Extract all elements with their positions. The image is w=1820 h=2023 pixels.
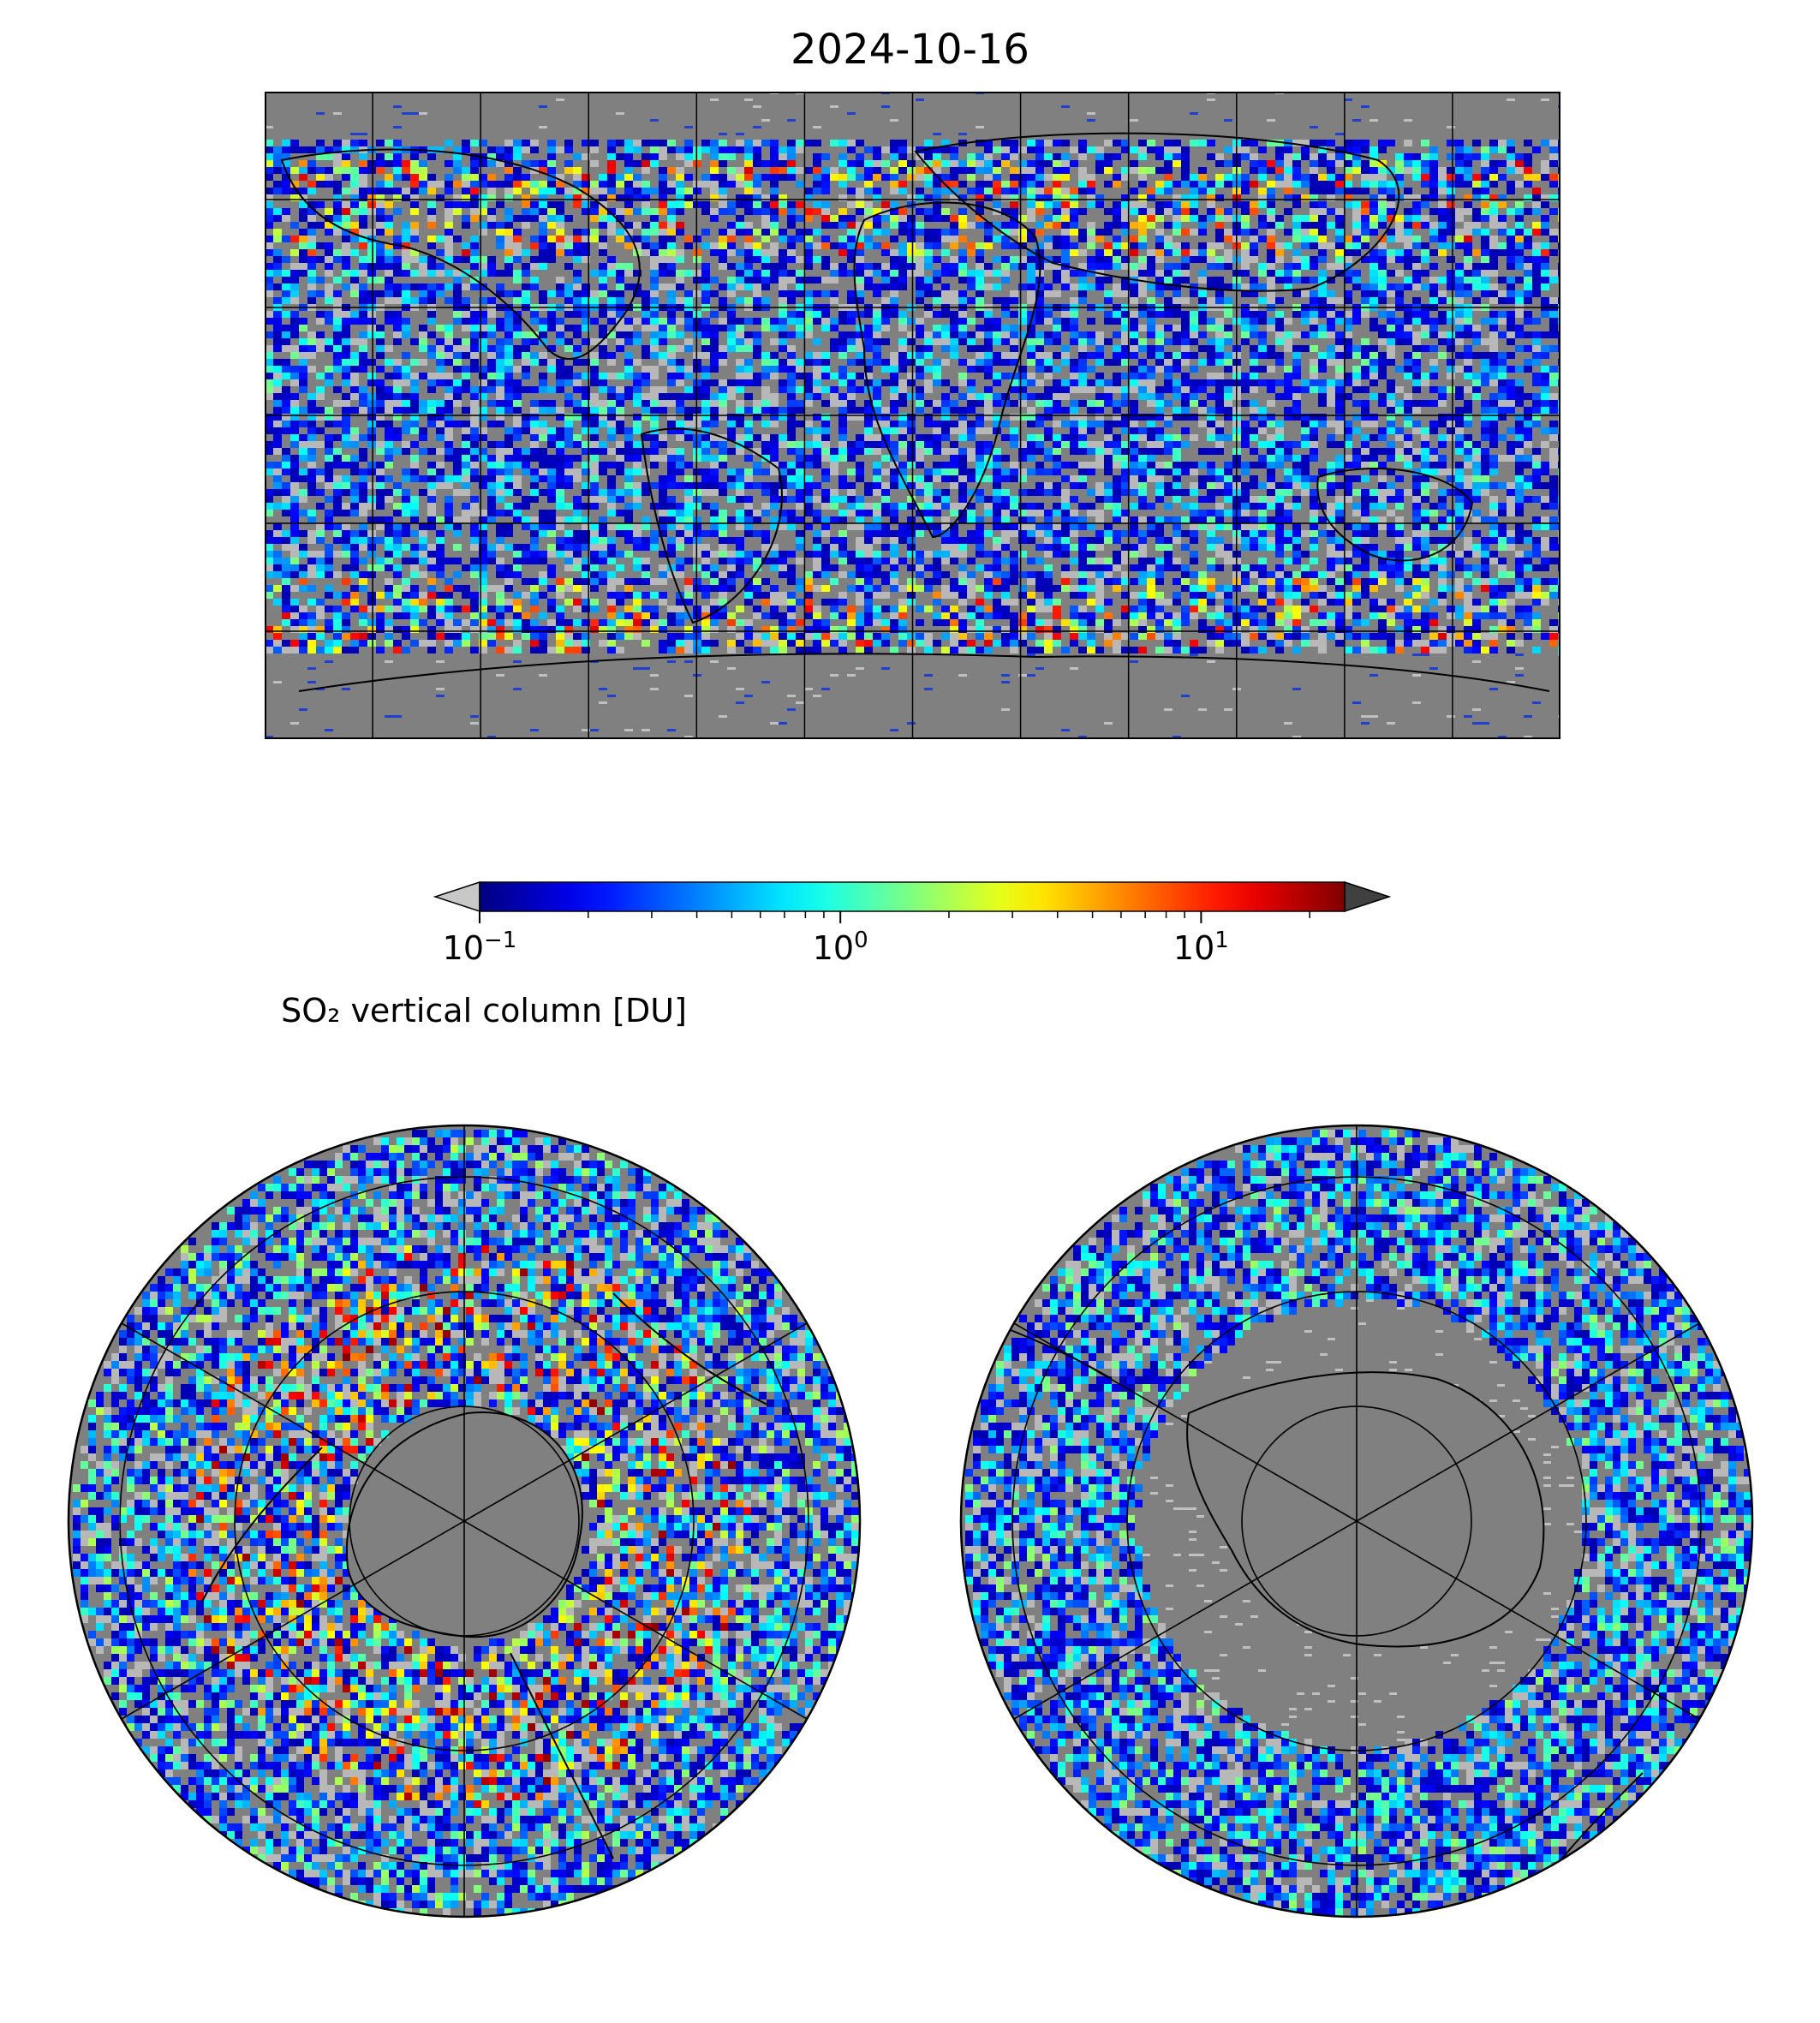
colorbar-gradient bbox=[480, 882, 1345, 911]
coastline-4 bbox=[1316, 468, 1474, 562]
colorbar: 10−1 100 101 bbox=[428, 865, 1396, 1036]
map-frame bbox=[265, 92, 1560, 739]
coastline-5 bbox=[298, 653, 1550, 692]
coastline-3 bbox=[914, 132, 1400, 292]
gridlines bbox=[119, 1125, 809, 1917]
colorbar-tick-label: 101 bbox=[1173, 928, 1229, 967]
south-polar-map bbox=[959, 1124, 1754, 1919]
global-map bbox=[265, 92, 1560, 739]
map-boundary bbox=[67, 1124, 862, 1919]
colorbar-extend-low bbox=[433, 880, 480, 913]
gridlines bbox=[1011, 1125, 1702, 1917]
coastline bbox=[201, 1292, 768, 1859]
colorbar-tick-label: 10−1 bbox=[443, 928, 517, 967]
colorbar-scale: 10−1 100 101 bbox=[433, 880, 1392, 967]
coastline-0 bbox=[280, 148, 641, 361]
figure-title: 2024-10-16 bbox=[0, 26, 1820, 74]
coastline-1 bbox=[640, 427, 783, 624]
gridlines bbox=[265, 92, 1560, 739]
coastline-2 bbox=[853, 201, 1041, 539]
colorbar-extend-high bbox=[1344, 880, 1392, 913]
colorbar-tick-label: 100 bbox=[813, 928, 868, 967]
map-boundary bbox=[959, 1124, 1754, 1919]
north-polar-map bbox=[67, 1124, 862, 1919]
colorbar-label: SO₂ vertical column [DU] bbox=[0, 992, 968, 1029]
